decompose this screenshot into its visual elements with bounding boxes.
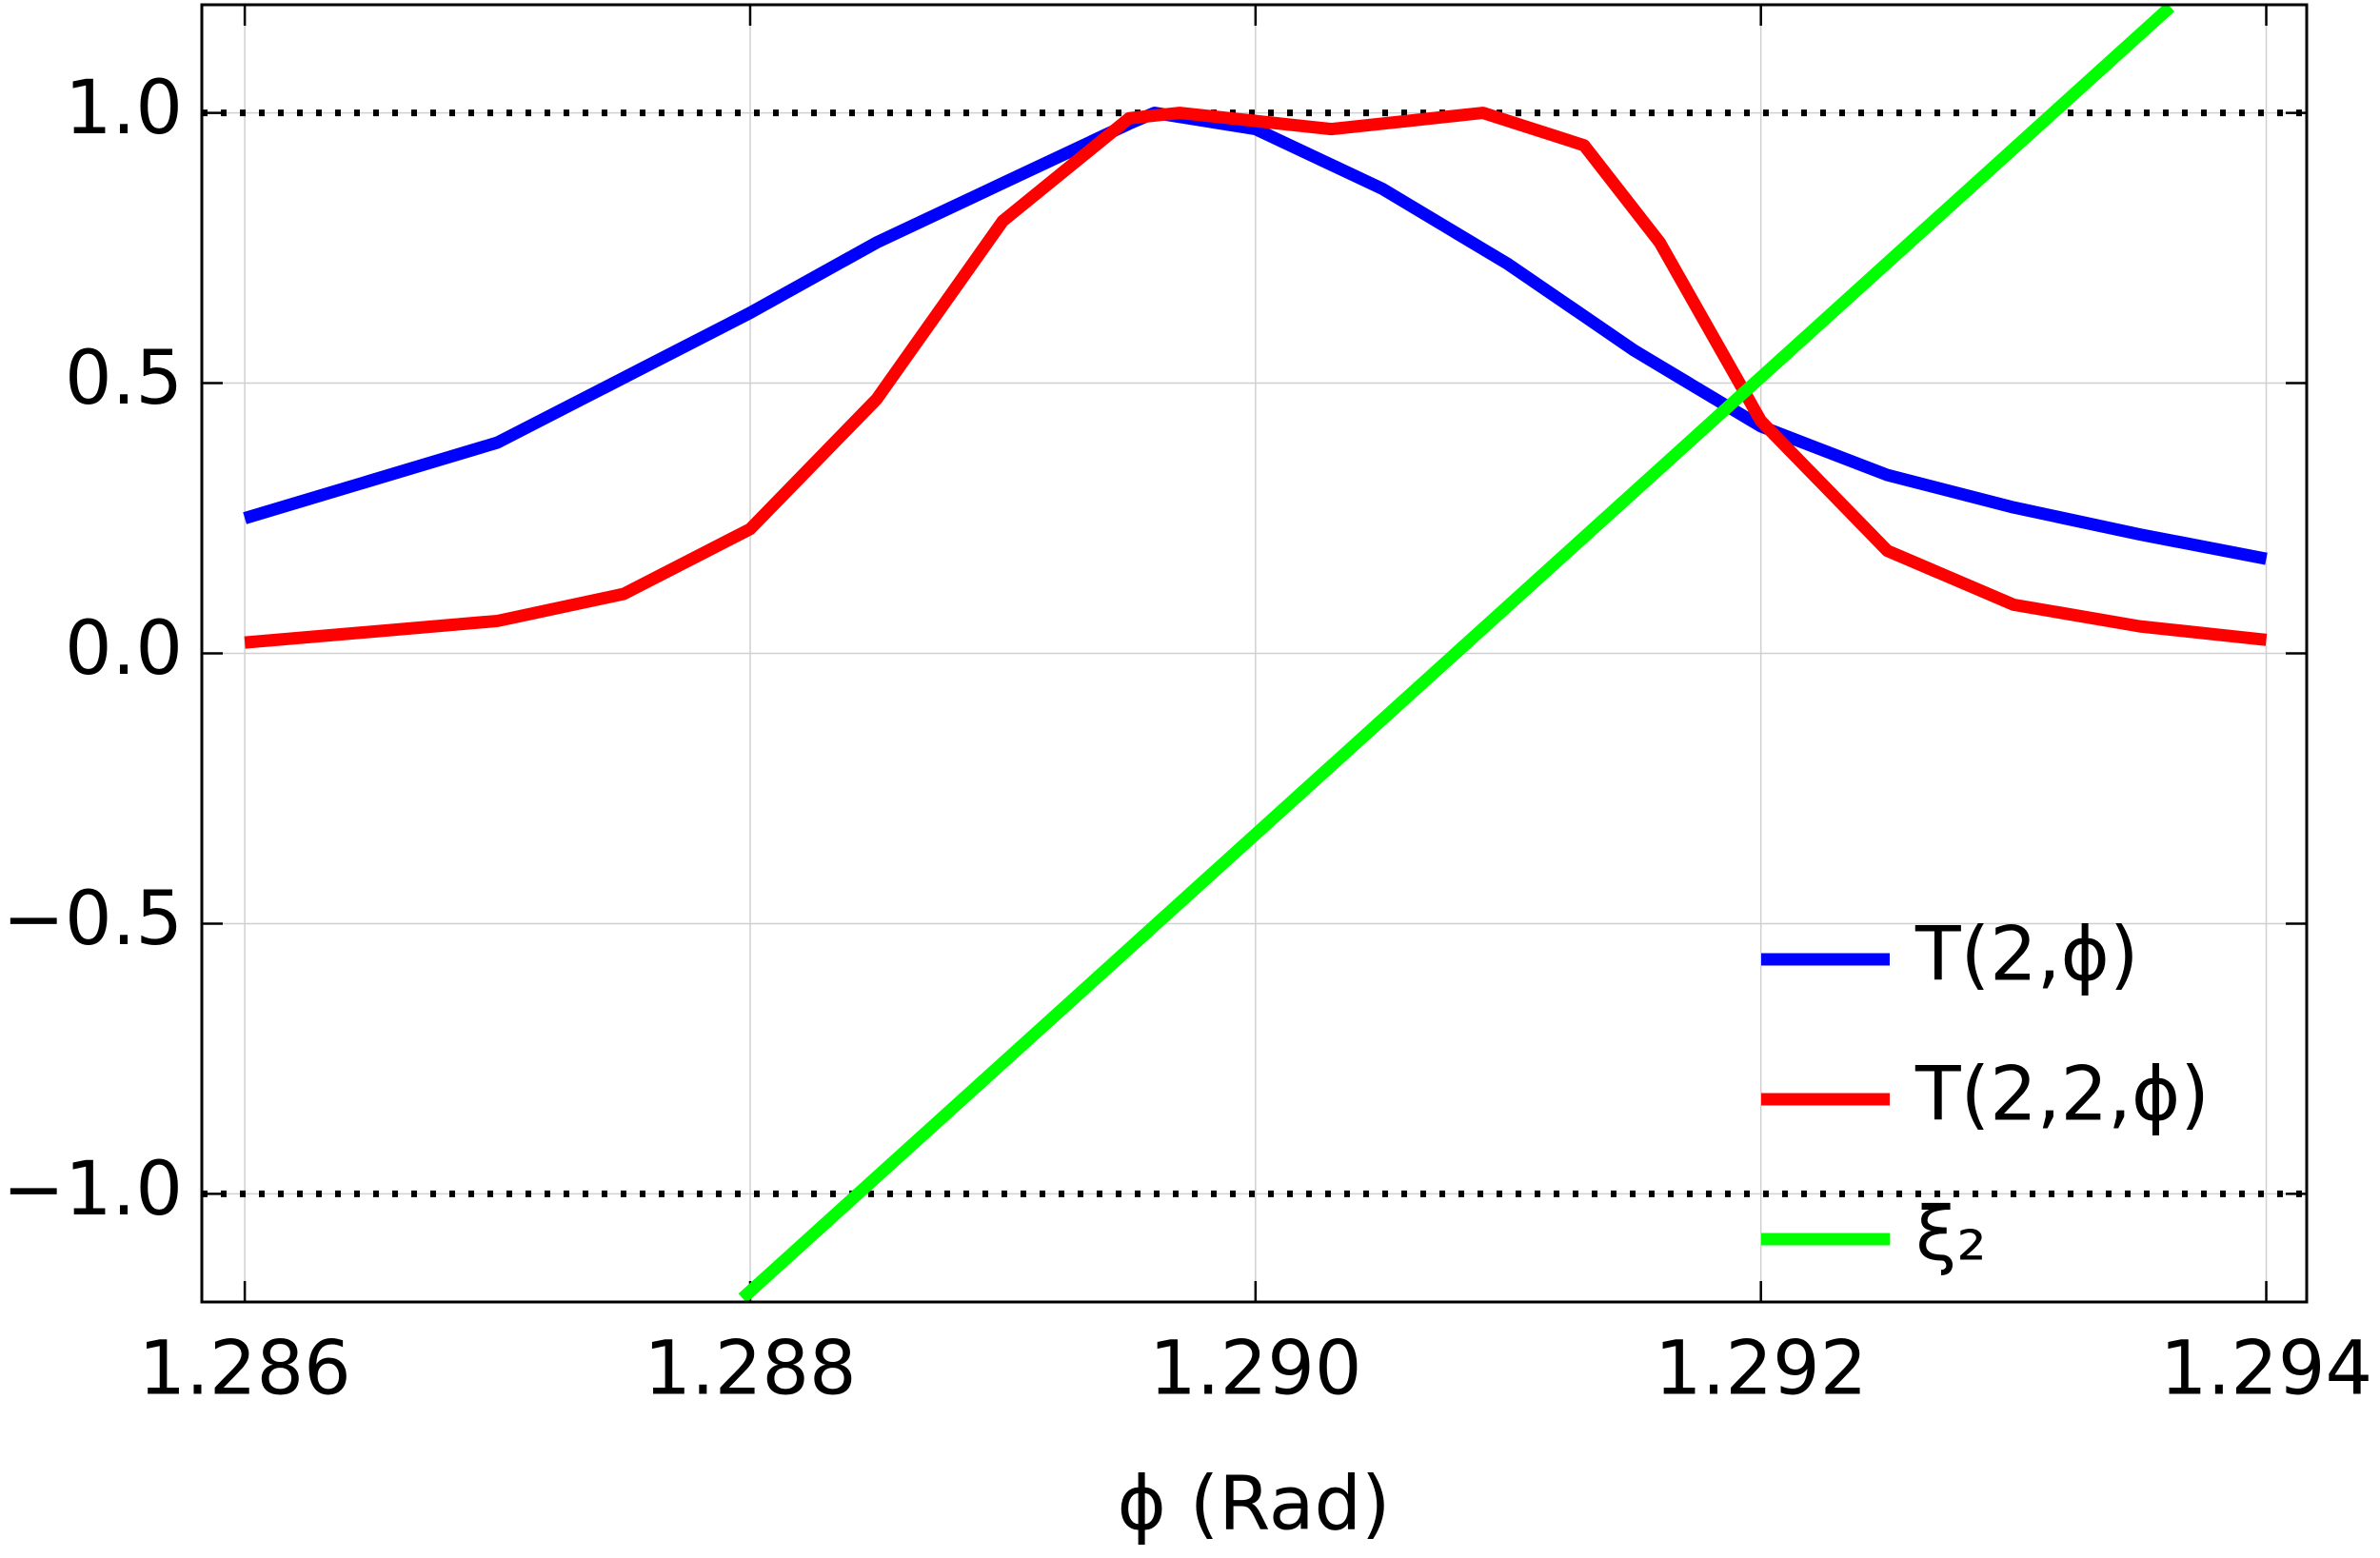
legend-label: T(2,2,ϕ) (1914, 1052, 2210, 1137)
series-line (738, 5, 2175, 1302)
y-tick-label: 1.0 (65, 66, 183, 151)
y-tick-label: 0.0 (65, 606, 183, 692)
plot-frame (200, 3, 2309, 1304)
x-tick-label: 1.292 (1655, 1326, 1867, 1411)
x-tick-label: 1.286 (138, 1326, 350, 1411)
y-tick-label: −1.0 (3, 1147, 183, 1233)
x-tick-label: 1.288 (644, 1326, 856, 1411)
x-axis-label: ϕ (Rad) (1118, 1461, 1391, 1547)
legend-label: T(2,ϕ) (1914, 912, 2138, 997)
y-tick-label: 0.5 (65, 336, 183, 422)
x-tick-label: 1.294 (2160, 1326, 2372, 1411)
series-line (244, 107, 2268, 649)
x-tick-label: 1.290 (1149, 1326, 1361, 1411)
y-tick-label: −0.5 (3, 877, 183, 962)
legend-label: ξ₂ (1915, 1192, 1987, 1277)
